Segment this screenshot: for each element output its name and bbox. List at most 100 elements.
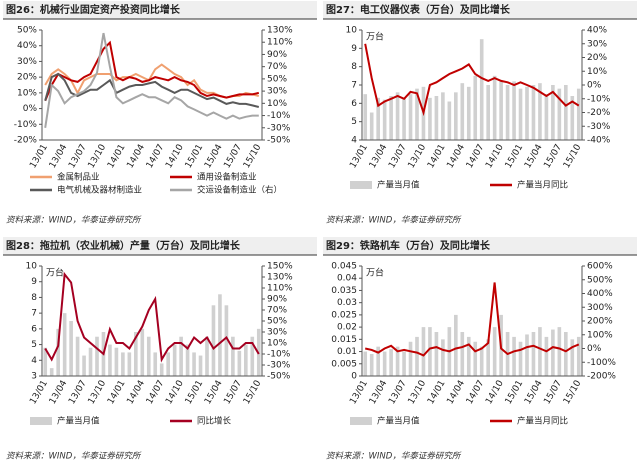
x-tick-label: 13/04	[48, 379, 70, 407]
source-note: 资料来源：WIND，华泰证券研究所	[326, 451, 462, 462]
y-tick-label: -20%	[14, 136, 38, 146]
bar	[570, 96, 575, 140]
title-bar	[3, 1, 317, 19]
y-tick-label: 9	[31, 277, 37, 287]
y2-tick-label: 600%	[587, 262, 613, 272]
bar	[82, 355, 86, 376]
x-tick-label: 13/01	[28, 379, 50, 406]
bar	[544, 336, 549, 376]
x-tick-label: 13/07	[387, 379, 409, 406]
bar	[369, 112, 374, 140]
bar	[121, 352, 125, 376]
x-tick-label: 15/10	[562, 143, 584, 171]
y-tick-label: 0.045	[331, 262, 357, 272]
bar	[512, 81, 516, 140]
legend-swatch	[350, 417, 372, 425]
x-tick-label: 14/07	[145, 143, 167, 170]
bar	[395, 92, 400, 140]
bar	[525, 86, 529, 140]
bar	[363, 94, 368, 140]
bar	[454, 92, 458, 140]
chart-title: 图27：电工仪器仪表（万台）及同比增长	[326, 3, 511, 16]
y-tick-label: 50%	[17, 26, 37, 36]
x-tick-label: 15/07	[542, 379, 564, 406]
legend-label: 产量当月值	[377, 416, 420, 427]
bar	[557, 327, 562, 376]
y2-tick-label: 50%	[267, 317, 287, 327]
bar	[460, 332, 465, 376]
bar	[382, 351, 387, 376]
line-series	[44, 32, 259, 128]
bar	[376, 97, 380, 140]
y2-tick-label: -10%	[587, 94, 611, 104]
y2-tick-label: -50%	[267, 372, 291, 382]
bar	[570, 339, 575, 376]
x-tick-label: 15/04	[523, 379, 545, 407]
chart-title: 图28：拖拉机（农业机械）产量（万台）及同比增长	[6, 239, 241, 252]
y2-tick-label: -30%	[267, 361, 291, 371]
source-note: 资料来源：WIND，华泰证券研究所	[6, 451, 142, 462]
x-tick-label: 13/07	[387, 143, 409, 170]
bar	[369, 354, 374, 376]
x-tick-label: 14/04	[445, 143, 467, 171]
bar	[140, 328, 145, 376]
bar	[389, 96, 393, 140]
y2-tick-label: 40%	[587, 26, 607, 36]
y-tick-label: 7	[351, 81, 357, 91]
x-tick-label: 13/10	[87, 143, 109, 171]
y-tick-label: 20%	[17, 73, 37, 83]
bar	[192, 352, 196, 376]
x-tick-label: 15/10	[242, 379, 264, 407]
x-tick-label: 13/10	[407, 143, 429, 171]
bar	[185, 344, 190, 376]
bar	[408, 341, 413, 376]
x-tick-label: 15/07	[542, 143, 564, 170]
line-series	[364, 43, 580, 117]
bar	[473, 341, 478, 376]
y2-tick-label: 200%	[587, 317, 613, 327]
bar	[231, 336, 235, 376]
x-tick-label: 15/01	[504, 143, 526, 170]
x-tick-label: 15/04	[203, 379, 225, 407]
y-tick-label: 0	[351, 372, 357, 382]
y2-tick-label: 30%	[587, 39, 607, 49]
y2-tick-label: -40%	[587, 136, 611, 146]
bar	[166, 352, 170, 376]
bar	[244, 344, 248, 376]
bar	[114, 347, 119, 376]
x-tick-label: 14/01	[106, 143, 128, 170]
y-tick-label: 6	[351, 99, 357, 109]
bar	[518, 341, 523, 376]
x-tick-label: 14/04	[445, 379, 467, 407]
y2-tick-label: 70%	[267, 62, 287, 72]
y-tick-label: 0.01	[337, 347, 357, 357]
x-tick-label: 14/10	[164, 379, 186, 407]
x-tick-label: 14/07	[465, 379, 487, 406]
x-tick-label: 13/07	[67, 379, 89, 406]
legend-swatch	[350, 181, 372, 189]
y-tick-label: 0.04	[337, 274, 357, 284]
y-tick-label: 0.03	[337, 298, 357, 308]
bar	[538, 327, 542, 376]
x-tick-label: 15/04	[203, 143, 225, 171]
bar	[415, 336, 419, 376]
y-tick-label: 5	[351, 117, 357, 127]
line-series	[44, 72, 260, 108]
bar	[198, 355, 203, 376]
bar	[408, 94, 413, 140]
y2-tick-label: 90%	[267, 50, 287, 60]
bar	[564, 85, 568, 140]
bar	[551, 85, 555, 140]
bar	[395, 346, 400, 376]
bar	[492, 75, 497, 140]
y2-tick-label: 50%	[267, 74, 287, 84]
line-series	[364, 282, 580, 357]
y2-tick-label: -20%	[587, 108, 611, 118]
y2-tick-label: 10%	[267, 99, 287, 109]
line-series	[44, 271, 260, 363]
x-tick-label: 13/10	[407, 379, 429, 407]
source-note: 资料来源：WIND，华泰证券研究所	[6, 215, 142, 226]
x-tick-label: 14/10	[484, 143, 506, 171]
x-tick-label: 14/10	[164, 143, 186, 171]
